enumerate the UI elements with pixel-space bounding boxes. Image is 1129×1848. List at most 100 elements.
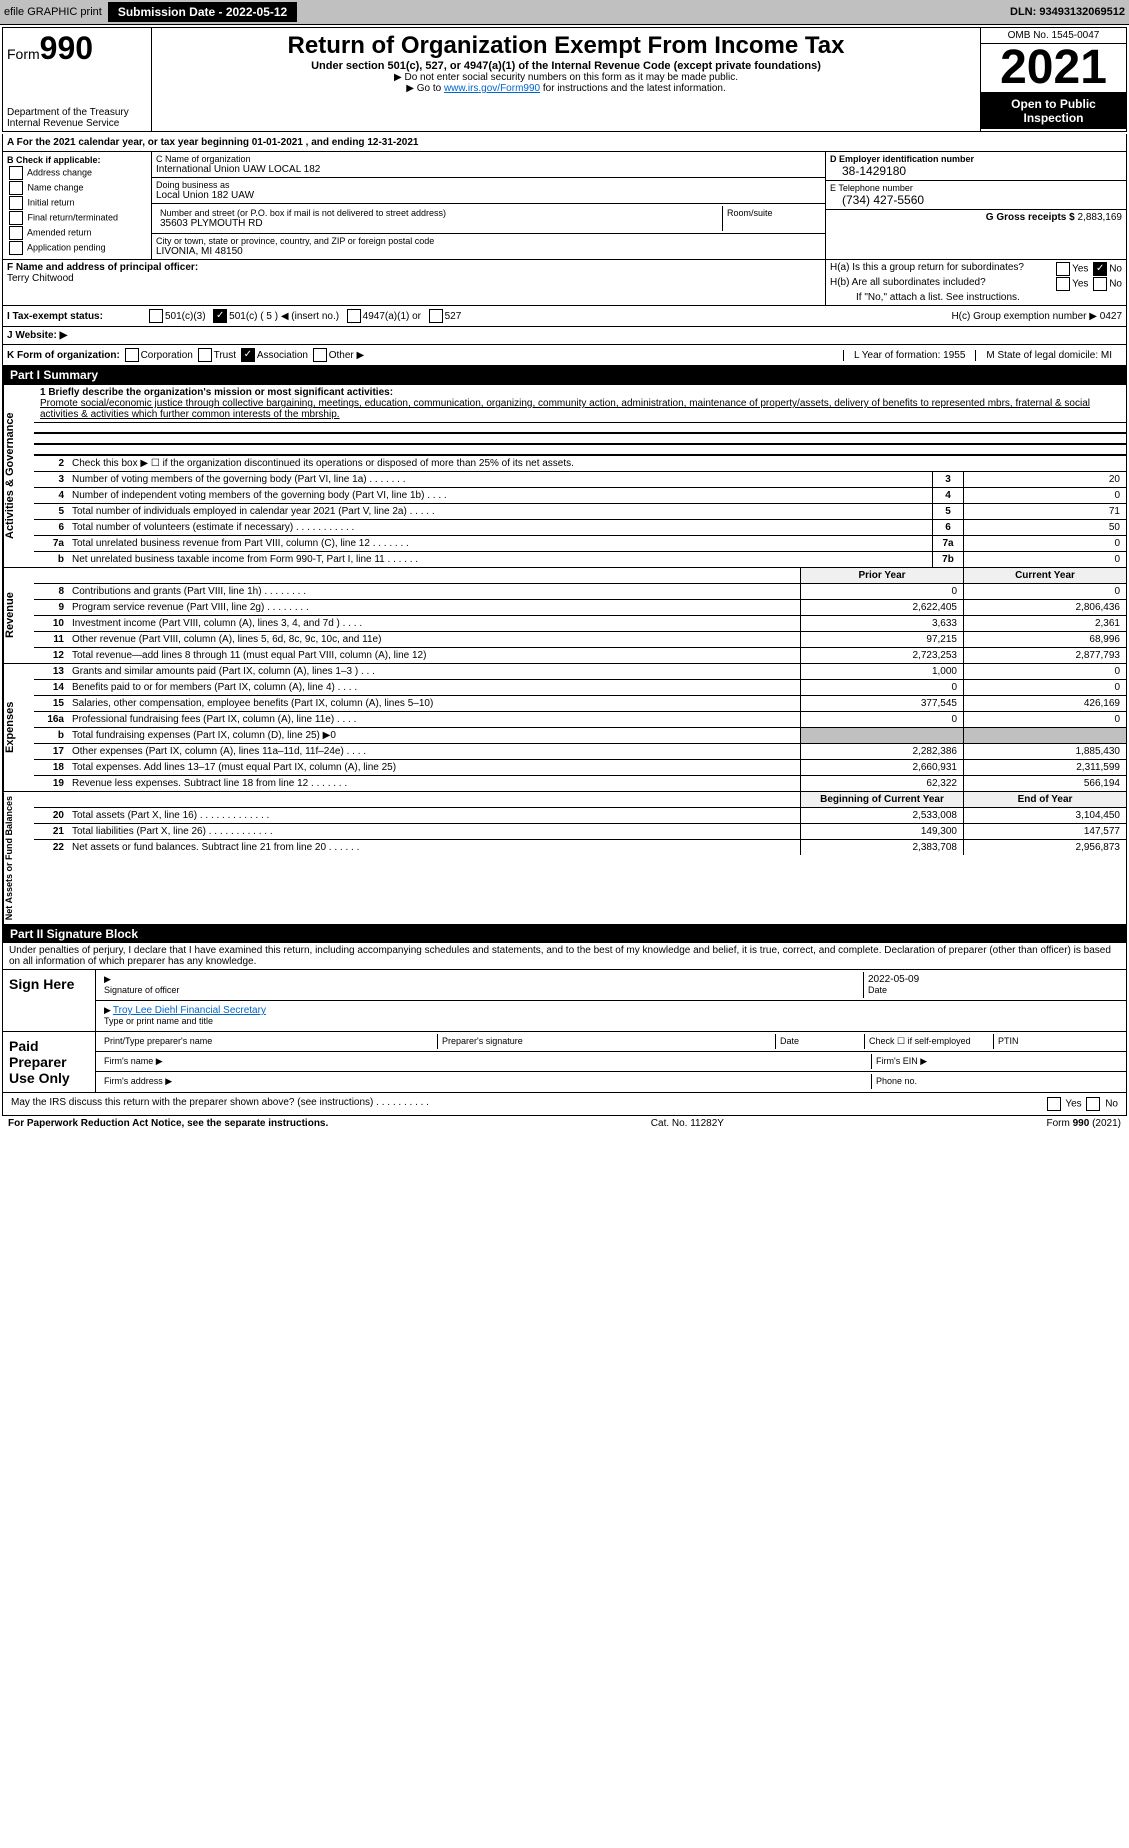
submission-btn[interactable]: Submission Date - 2022-05-12 <box>108 2 297 22</box>
discuss-yes[interactable] <box>1047 1097 1061 1111</box>
blank-line <box>34 445 1126 456</box>
summary-net: Net Assets or Fund Balances Beginning of… <box>2 792 1127 925</box>
chk-address[interactable] <box>9 166 23 180</box>
tab-governance: Activities & Governance <box>3 385 34 567</box>
chk-final[interactable] <box>9 211 23 225</box>
officer-name-link[interactable]: Troy Lee Diehl Financial Secretary <box>113 1005 266 1016</box>
data-line: 20Total assets (Part X, line 16) . . . .… <box>34 808 1126 824</box>
city: LIVONIA, MI 48150 <box>156 246 821 257</box>
summary-gov: Activities & Governance 1 Briefly descri… <box>2 384 1127 568</box>
firm-ein-label: Firm's EIN ▶ <box>871 1054 1122 1069</box>
officer-name: Terry Chitwood <box>7 273 821 284</box>
dln: DLN: 93493132069512 <box>1010 6 1125 18</box>
discuss-no[interactable] <box>1086 1097 1100 1111</box>
dba-label: Doing business as <box>156 180 821 190</box>
chk-527[interactable] <box>429 309 443 323</box>
chk-501c[interactable] <box>213 309 227 323</box>
gov-line: bNet unrelated business taxable income f… <box>34 552 1126 567</box>
website-label: J Website: ▶ <box>7 330 67 341</box>
room-label: Room/suite <box>723 206 821 231</box>
state-domicile: M State of legal domicile: MI <box>975 350 1122 361</box>
gov-line: 6Total number of volunteers (estimate if… <box>34 520 1126 536</box>
chk-pending[interactable] <box>9 241 23 255</box>
sig-declaration: Under penalties of perjury, I declare th… <box>3 943 1126 970</box>
irs-link[interactable]: www.irs.gov/Form990 <box>444 83 540 94</box>
firm-addr-label: Firm's address ▶ <box>100 1074 871 1089</box>
ptin-label: PTIN <box>993 1034 1122 1049</box>
data-line: 11Other revenue (Part VIII, column (A), … <box>34 632 1126 648</box>
dba: Local Union 182 UAW <box>156 190 821 201</box>
tax-status-label: I Tax-exempt status: <box>7 311 147 322</box>
footer-mid: Cat. No. 11282Y <box>651 1118 724 1129</box>
col-h: H(a) Is this a group return for subordin… <box>825 260 1126 305</box>
phone-label: E Telephone number <box>830 183 1122 193</box>
tab-revenue: Revenue <box>3 568 34 663</box>
section-bcde: B Check if applicable: Address change Na… <box>2 152 1127 260</box>
col-prior: Prior Year <box>800 568 963 583</box>
sign-here: Sign Here <box>3 970 96 1031</box>
mission-text: Promote social/economic justice through … <box>40 398 1120 420</box>
efile-label: efile GRAPHIC print <box>4 6 102 18</box>
officer-label: F Name and address of principal officer: <box>7 262 821 273</box>
chk-501c3[interactable] <box>149 309 163 323</box>
self-emp-label: Check ☐ if self-employed <box>864 1034 993 1049</box>
ha-label: H(a) Is this a group return for subordin… <box>830 262 1024 273</box>
chk-4947[interactable] <box>347 309 361 323</box>
footer-left: For Paperwork Reduction Act Notice, see … <box>8 1118 328 1129</box>
form-header: Form990 Department of the Treasury Inter… <box>2 27 1127 132</box>
row-j: J Website: ▶ <box>2 327 1127 345</box>
chk-initial[interactable] <box>9 196 23 210</box>
data-line: 13Grants and similar amounts paid (Part … <box>34 664 1126 680</box>
note-ssn: ▶ Do not enter social security numbers o… <box>156 72 976 83</box>
line-a: A For the 2021 calendar year, or tax yea… <box>2 134 1127 152</box>
data-line: 9Program service revenue (Part VIII, lin… <box>34 600 1126 616</box>
data-line: 22Net assets or fund balances. Subtract … <box>34 840 1126 855</box>
summary-exp: Expenses 13Grants and similar amounts pa… <box>2 664 1127 792</box>
footer: For Paperwork Reduction Act Notice, see … <box>2 1116 1127 1131</box>
chk-name[interactable] <box>9 181 23 195</box>
gov-line: 7aTotal unrelated business revenue from … <box>34 536 1126 552</box>
hb-yes[interactable] <box>1056 277 1070 291</box>
hc: H(c) Group exemption number ▶ 0427 <box>951 311 1122 322</box>
year-formation: L Year of formation: 1955 <box>843 350 975 361</box>
gross: 2,883,169 <box>1078 212 1123 223</box>
org-name: International Union UAW LOCAL 182 <box>156 164 821 175</box>
paid-preparer: Paid Preparer Use Only <box>3 1032 96 1092</box>
chk-corp[interactable] <box>125 348 139 362</box>
data-line: 15Salaries, other compensation, employee… <box>34 696 1126 712</box>
irs: Internal Revenue Service <box>7 118 147 129</box>
addr-label: Number and street (or P.O. box if mail i… <box>160 208 718 218</box>
col-beg: Beginning of Current Year <box>800 792 963 807</box>
hb-no[interactable] <box>1093 277 1107 291</box>
line2: Check this box ▶ ☐ if the organization d… <box>68 456 1126 471</box>
type-name-label: Type or print name and title <box>104 1016 213 1026</box>
chk-trust[interactable] <box>198 348 212 362</box>
prep-date-label: Date <box>775 1034 864 1049</box>
dept: Department of the Treasury <box>7 107 147 118</box>
row-i: I Tax-exempt status: 501(c)(3) 501(c) ( … <box>2 306 1127 327</box>
col-b-title: B Check if applicable: <box>7 155 147 165</box>
chk-other[interactable] <box>313 348 327 362</box>
sig-officer-label: Signature of officer <box>104 985 179 995</box>
blank-line <box>34 434 1126 445</box>
blank-line <box>34 423 1126 434</box>
firm-name-label: Firm's name ▶ <box>100 1054 871 1069</box>
col-de: D Employer identification number 38-1429… <box>825 152 1126 259</box>
topbar: efile GRAPHIC print Submission Date - 20… <box>0 0 1129 25</box>
date-label: Date <box>868 985 887 995</box>
data-line: 16aProfessional fundraising fees (Part I… <box>34 712 1126 728</box>
form-org-label: K Form of organization: <box>7 350 120 361</box>
gov-line: 5Total number of individuals employed in… <box>34 504 1126 520</box>
ein-label: D Employer identification number <box>830 154 1122 164</box>
col-end: End of Year <box>963 792 1126 807</box>
data-line: 19Revenue less expenses. Subtract line 1… <box>34 776 1126 791</box>
chk-assoc[interactable] <box>241 348 255 362</box>
form-subtitle: Under section 501(c), 527, or 4947(a)(1)… <box>156 60 976 72</box>
ha-no[interactable] <box>1093 262 1107 276</box>
ha-yes[interactable] <box>1056 262 1070 276</box>
data-line: 8Contributions and grants (Part VIII, li… <box>34 584 1126 600</box>
data-line: 21Total liabilities (Part X, line 26) . … <box>34 824 1126 840</box>
city-label: City or town, state or province, country… <box>156 236 821 246</box>
data-line: 10Investment income (Part VIII, column (… <box>34 616 1126 632</box>
chk-amended[interactable] <box>9 226 23 240</box>
